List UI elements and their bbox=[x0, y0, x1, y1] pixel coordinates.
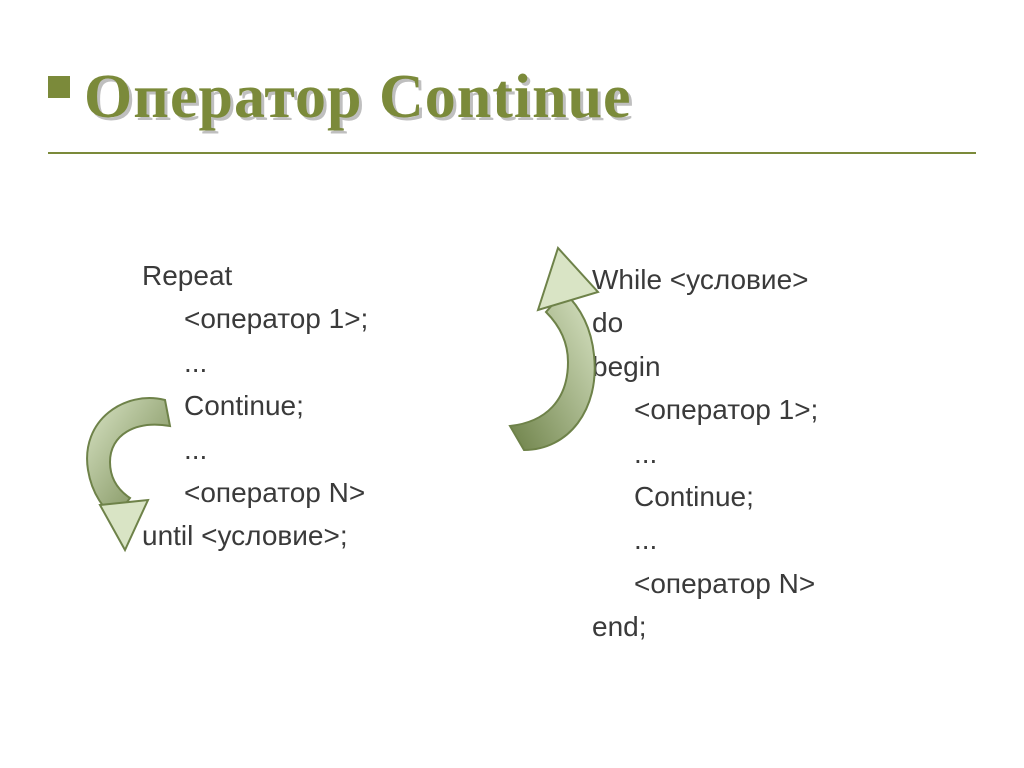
title-bullet-icon bbox=[48, 76, 70, 98]
code-line: <оператор N> bbox=[142, 471, 442, 514]
page-title: Оператор Continue bbox=[84, 62, 976, 133]
code-line: until <условие>; bbox=[142, 514, 442, 557]
code-line: Repeat bbox=[142, 254, 442, 297]
code-line: do bbox=[592, 301, 932, 344]
code-line: <оператор N> bbox=[592, 562, 932, 605]
title-block: Оператор Continue bbox=[48, 62, 976, 133]
code-line: <оператор 1>; bbox=[592, 388, 932, 431]
code-line: ... bbox=[592, 518, 932, 561]
code-line: <оператор 1>; bbox=[142, 297, 442, 340]
code-line: While <условие> bbox=[592, 258, 932, 301]
code-line: end; bbox=[592, 605, 932, 648]
slide: Оператор Continue Repeat <оператор 1>; .… bbox=[0, 0, 1024, 768]
while-code-block: While <условие> do begin <оператор 1>; .… bbox=[592, 258, 932, 649]
code-line: begin bbox=[592, 345, 932, 388]
code-line: ... bbox=[142, 341, 442, 384]
title-divider bbox=[48, 152, 976, 154]
repeat-code-block: Repeat <оператор 1>; ... Continue; ... <… bbox=[142, 254, 442, 558]
code-line: Continue; bbox=[142, 384, 442, 427]
code-line: ... bbox=[142, 428, 442, 471]
code-line: ... bbox=[592, 432, 932, 475]
code-line: Continue; bbox=[592, 475, 932, 518]
